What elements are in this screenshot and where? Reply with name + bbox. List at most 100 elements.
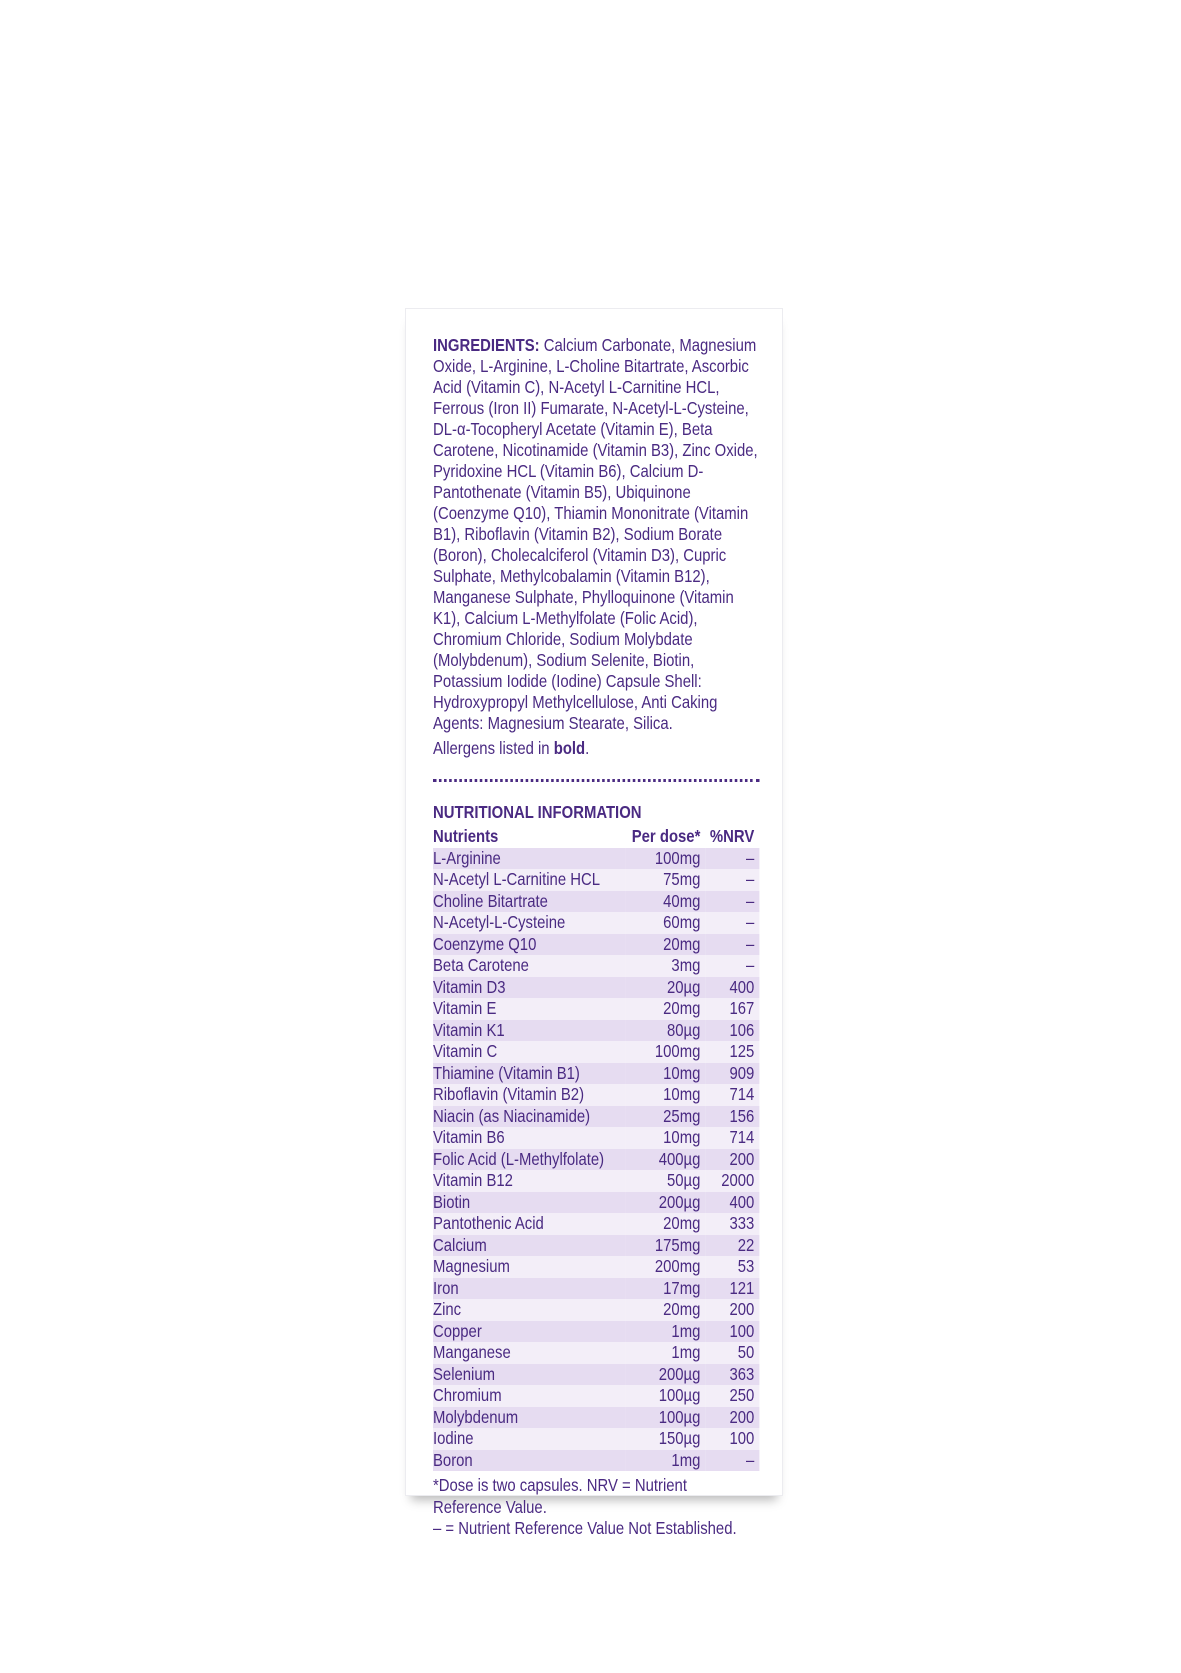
nutrient-row: Boron 1mg – bbox=[433, 1449, 760, 1471]
nutrient-row: N-Acetyl-L-Cysteine 60mg – bbox=[433, 912, 760, 934]
nutrient-cell: 60mg bbox=[625, 912, 706, 934]
nutrient-cell: – bbox=[705, 955, 760, 977]
nutrient-cell: – bbox=[705, 847, 760, 869]
footnotes: *Dose is two capsules. NRV = Nutrient Re… bbox=[433, 1475, 759, 1540]
nutrient-cell: Calcium bbox=[433, 1234, 626, 1256]
nutrient-cell: Pantothenic Acid bbox=[433, 1213, 626, 1235]
nutrient-cell: 250 bbox=[705, 1385, 760, 1407]
nutrient-cell: 75mg bbox=[625, 869, 706, 891]
nutrient-cell: Vitamin B12 bbox=[433, 1170, 626, 1192]
nutrient-cell: 363 bbox=[705, 1363, 760, 1385]
nutrient-cell: Beta Carotene bbox=[433, 955, 626, 977]
nutrient-cell: – bbox=[705, 890, 760, 912]
package-panel: INGREDIENTS: Calcium Carbonate, Magnesiu… bbox=[405, 308, 783, 1538]
nutrient-cell: Vitamin E bbox=[433, 998, 626, 1020]
nutrient-cell: Thiamine (Vitamin B1) bbox=[433, 1062, 626, 1084]
nutrient-cell: – bbox=[705, 869, 760, 891]
panel-content: INGREDIENTS: Calcium Carbonate, Magnesiu… bbox=[433, 335, 760, 1540]
nutrient-row: Thiamine (Vitamin B1) 10mg 909 bbox=[433, 1062, 760, 1084]
nutrient-cell: Boron bbox=[433, 1449, 626, 1471]
nutrient-cell: 150µg bbox=[625, 1428, 706, 1450]
nutrient-cell: 167 bbox=[705, 998, 760, 1020]
nutrient-cell: 80µg bbox=[625, 1019, 706, 1041]
nutrient-row: Riboflavin (Vitamin B2) 10mg 714 bbox=[433, 1084, 760, 1106]
nutrient-cell: Biotin bbox=[433, 1191, 626, 1213]
nutrient-cell: 20mg bbox=[625, 998, 706, 1020]
nutrient-cell: 20mg bbox=[625, 1213, 706, 1235]
nutrient-cell: 10mg bbox=[625, 1062, 706, 1084]
nutrient-cell: 200µg bbox=[625, 1191, 706, 1213]
nutrient-row: Molybdenum 100µg 200 bbox=[433, 1406, 760, 1428]
nutrient-row: Coenzyme Q10 20mg – bbox=[433, 933, 760, 955]
nutrient-row: N-Acetyl L-Carnitine HCL 75mg – bbox=[433, 869, 760, 891]
nutrient-row: Manganese 1mg 50 bbox=[433, 1342, 760, 1364]
nutrient-cell: 50 bbox=[705, 1342, 760, 1364]
header-row: Nutrients Per dose* %NRV bbox=[433, 826, 759, 848]
nutrition-title: NUTRITIONAL INFORMATION bbox=[433, 802, 642, 822]
nutrient-cell: 156 bbox=[705, 1105, 760, 1127]
nutrient-cell: 10mg bbox=[625, 1127, 706, 1149]
nutrient-cell: 40mg bbox=[625, 890, 706, 912]
nutrient-cell: 400 bbox=[705, 1191, 760, 1213]
nutrient-row: Calcium 175mg 22 bbox=[433, 1234, 760, 1256]
nutrient-cell: 200mg bbox=[625, 1256, 706, 1278]
ingredients-text: Calcium Carbonate, Magnesium Oxide, L-Ar… bbox=[433, 335, 758, 733]
nutrient-cell: N-Acetyl-L-Cysteine bbox=[433, 912, 626, 934]
nutrient-cell: Vitamin C bbox=[433, 1041, 626, 1063]
nutrient-row: Zinc 20mg 200 bbox=[433, 1299, 760, 1321]
nutrient-row: Vitamin E 20mg 167 bbox=[433, 998, 760, 1020]
nutrient-cell: Iodine bbox=[433, 1428, 626, 1450]
table-body: L-Arginine 100mg – N-Acetyl L-Carnitine HCL… bbox=[433, 847, 760, 1471]
nutrient-row: Iron 17mg 121 bbox=[433, 1277, 760, 1299]
nutrient-row: Iodine 150µg 100 bbox=[433, 1428, 760, 1450]
allergens-bold: bold bbox=[553, 738, 586, 758]
nutrient-cell: 100mg bbox=[625, 847, 706, 869]
nutrient-cell: 100mg bbox=[625, 1041, 706, 1063]
nutrient-cell: 100µg bbox=[625, 1385, 706, 1407]
nutrient-cell: 909 bbox=[705, 1062, 760, 1084]
nutrient-cell: 10mg bbox=[625, 1084, 706, 1106]
nutrient-cell: – bbox=[705, 1449, 760, 1471]
nutrient-row: Vitamin B6 10mg 714 bbox=[433, 1127, 760, 1149]
nutrient-cell: 200 bbox=[705, 1406, 760, 1428]
nutrient-cell: 22 bbox=[705, 1234, 760, 1256]
nutrient-cell: 175mg bbox=[625, 1234, 706, 1256]
nutrient-cell: 2000 bbox=[705, 1170, 760, 1192]
nutrient-cell: 53 bbox=[705, 1256, 760, 1278]
nutrient-cell: Vitamin B6 bbox=[433, 1127, 626, 1149]
nutrient-cell: Chromium bbox=[433, 1385, 626, 1407]
nutrient-cell: – bbox=[705, 912, 760, 934]
nutrient-cell: Folic Acid (L-Methylfolate) bbox=[433, 1148, 626, 1170]
nutrient-row: Selenium 200µg 363 bbox=[433, 1363, 760, 1385]
nutrient-row: Folic Acid (L-Methylfolate) 400µg 200 bbox=[433, 1148, 760, 1170]
nutrient-cell: 200 bbox=[705, 1148, 760, 1170]
nutrient-row: Magnesium 200mg 53 bbox=[433, 1256, 760, 1278]
nutrient-cell: 106 bbox=[705, 1019, 760, 1041]
nutrient-cell: Iron bbox=[433, 1277, 626, 1299]
nutrient-cell: 1mg bbox=[625, 1342, 706, 1364]
nutrient-row: Beta Carotene 3mg – bbox=[433, 955, 760, 977]
nutrient-cell: – bbox=[705, 933, 760, 955]
nutrient-row: Biotin 200µg 400 bbox=[433, 1191, 760, 1213]
nutrient-row: Copper 1mg 100 bbox=[433, 1320, 760, 1342]
nutrient-row: Chromium 100µg 250 bbox=[433, 1385, 760, 1407]
nutrient-cell: Manganese bbox=[433, 1342, 626, 1364]
nutrient-cell: 200µg bbox=[625, 1363, 706, 1385]
nutrient-cell: 400 bbox=[705, 976, 760, 998]
nutrient-cell: Riboflavin (Vitamin B2) bbox=[433, 1084, 626, 1106]
nutrient-cell: 50µg bbox=[625, 1170, 706, 1192]
nutrient-cell: 714 bbox=[705, 1127, 760, 1149]
nutrient-cell: 17mg bbox=[625, 1277, 706, 1299]
nutrient-cell: Choline Bitartrate bbox=[433, 890, 626, 912]
header-cell: Nutrients bbox=[433, 826, 499, 847]
nutrient-row: Vitamin B12 50µg 2000 bbox=[433, 1170, 760, 1192]
nutrient-cell: 100 bbox=[705, 1428, 760, 1450]
nutrient-cell: Coenzyme Q10 bbox=[433, 933, 626, 955]
nutrient-cell: 125 bbox=[705, 1041, 760, 1063]
nutrient-row: Vitamin K1 80µg 106 bbox=[433, 1019, 760, 1041]
nutrient-cell: 200 bbox=[705, 1299, 760, 1321]
nutrient-cell: 100µg bbox=[625, 1406, 706, 1428]
nutrient-cell: Vitamin K1 bbox=[433, 1019, 626, 1041]
ingredients-label: INGREDIENTS: bbox=[433, 335, 540, 355]
